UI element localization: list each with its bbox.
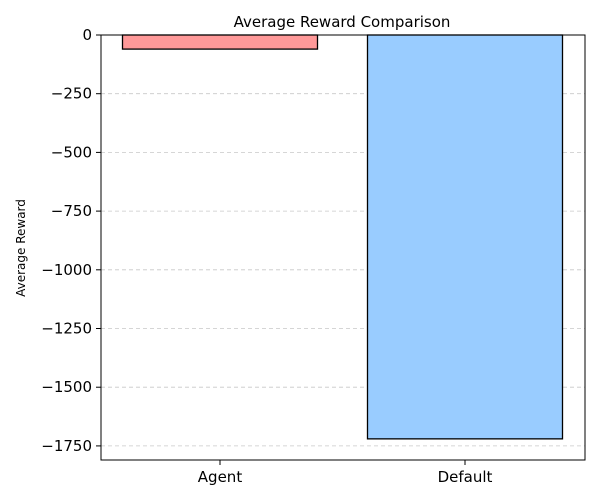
- y-tick-label: −1250: [41, 320, 92, 338]
- y-tick-label: −500: [51, 143, 92, 161]
- x-tick-label: Agent: [198, 468, 243, 486]
- x-tick-label: Default: [438, 468, 493, 486]
- y-tick-label: −1500: [41, 378, 92, 396]
- y-axis-ticks: 0 −250 −500 −750 −1000 −1250 −1500 −1750: [41, 26, 101, 455]
- plot-frame: [100, 34, 586, 461]
- y-axis-label: Average Reward: [14, 199, 28, 297]
- chart-title: Average Reward Comparison: [234, 13, 451, 31]
- bar-default: [366, 34, 564, 440]
- y-tick-label: −1000: [41, 261, 92, 279]
- x-axis-ticks: Agent Default: [198, 460, 493, 486]
- grid-lines: [101, 34, 585, 447]
- y-tick-label: −1750: [41, 437, 92, 455]
- bars: [121, 34, 564, 440]
- y-tick-label: −750: [51, 202, 92, 220]
- y-tick-label: −250: [51, 85, 92, 103]
- bar-agent: [121, 34, 319, 50]
- y-tick-label: 0: [82, 26, 92, 44]
